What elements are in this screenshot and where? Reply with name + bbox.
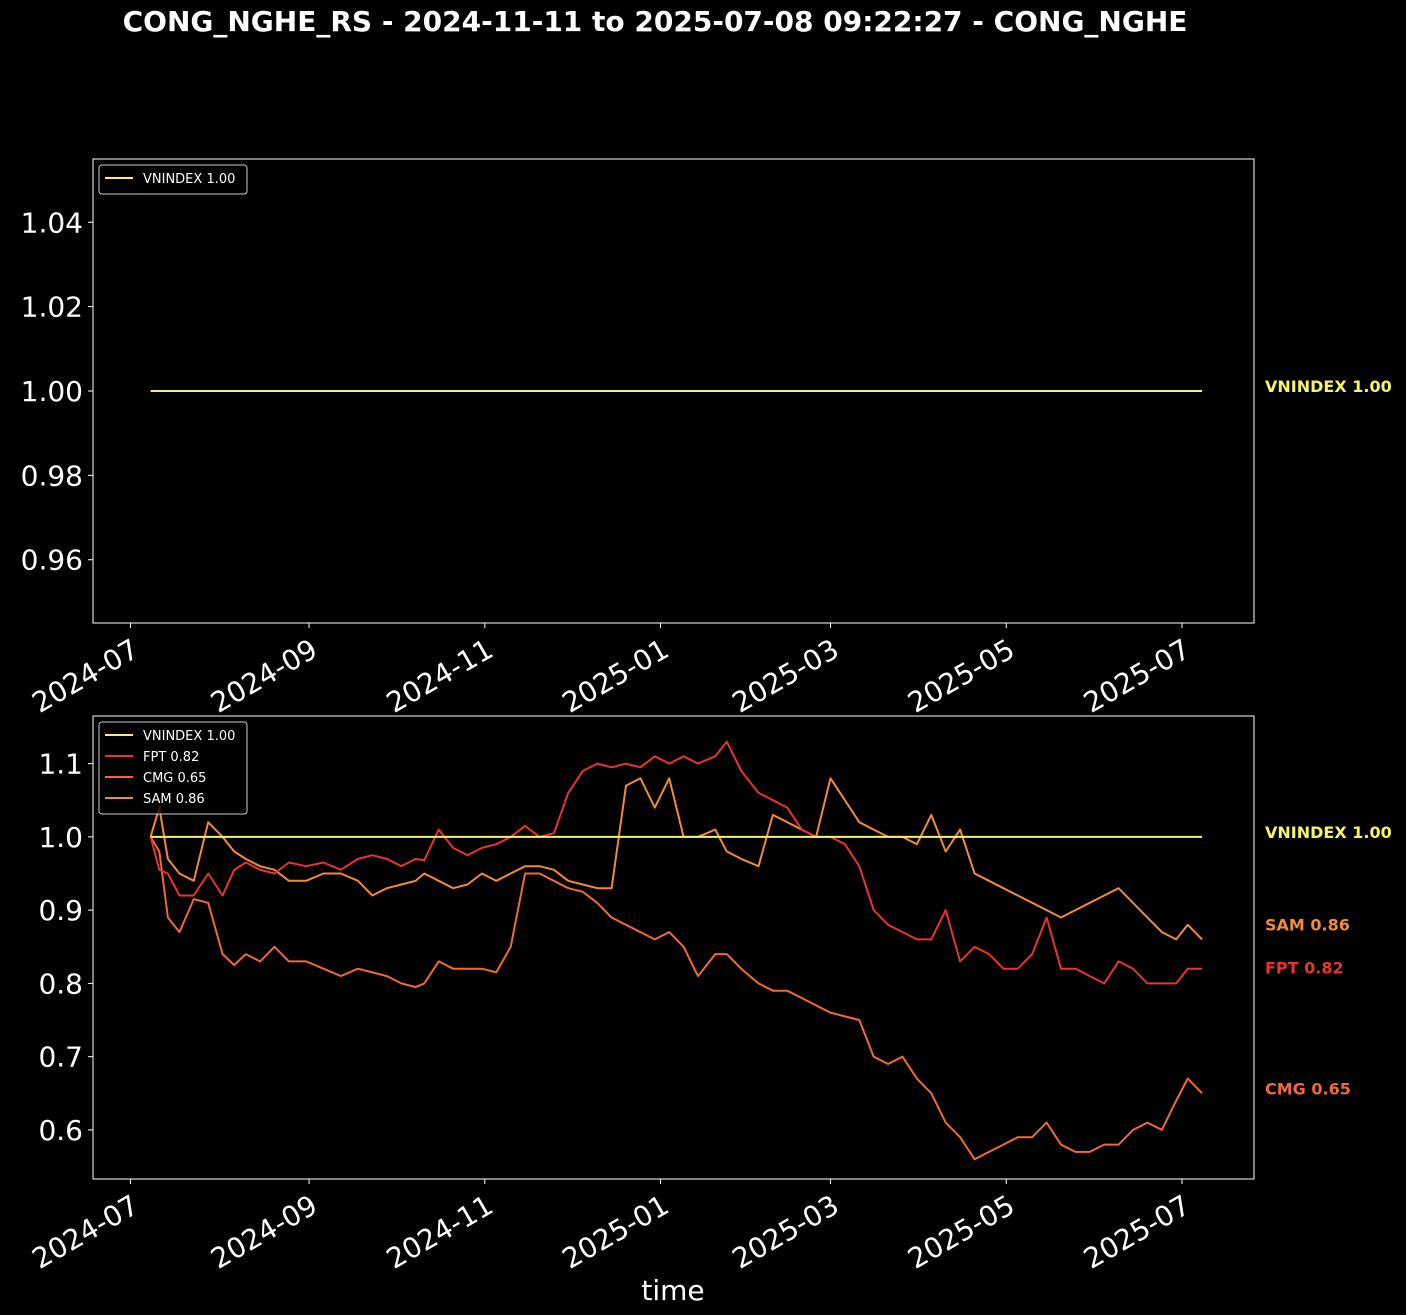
panel-2: 0.6 0.7 0.8 0.9 1.0 1.1 2024-07 2024-09 2024-11 2… [27, 715, 1392, 1276]
x-tick-label: 2025-07 [1078, 1188, 1196, 1275]
x-axis-label: time [641, 1274, 704, 1307]
chart-title: CONG_NGHE_RS - 2024-11-11 to 2025-07-08 … [123, 5, 1188, 38]
x-tick-label: 2025-07 [1078, 632, 1196, 719]
end-label-fpt: FPT 0.82 [1265, 959, 1344, 978]
legend-entry: VNINDEX 1.00 [143, 172, 235, 187]
y-tick-label: 0.9 [38, 894, 83, 927]
x-tick-label: 2024-09 [205, 632, 323, 719]
x-tick-label: 2024-11 [381, 1188, 499, 1275]
x-tick-label: 2025-03 [727, 1188, 845, 1275]
y-tick-label: 0.7 [38, 1041, 83, 1074]
legend-entry: FPT 0.82 [143, 750, 199, 765]
end-label-cmg: CMG 0.65 [1265, 1079, 1351, 1098]
x-tick-label: 2025-03 [727, 632, 845, 719]
legend-box [98, 721, 248, 815]
legend-entry: CMG 0.65 [143, 771, 206, 786]
series-line-sam [149, 777, 1203, 941]
x-tick-label: 2024-07 [27, 632, 145, 719]
y-tick-label: 1.02 [21, 291, 83, 324]
x-tick-label: 2025-05 [902, 632, 1020, 719]
series-line-cmg [149, 836, 1203, 1161]
axes-frame [92, 715, 1255, 1180]
y-tick-label: 0.98 [21, 459, 83, 492]
y-tick-label: 1.1 [38, 748, 83, 781]
x-tick-label: 2025-01 [557, 632, 675, 719]
y-tick-label: 0.96 [21, 544, 83, 577]
legend: VNINDEX 1.00 FPT 0.82 CMG 0.65 SAM 0.86 [98, 721, 248, 815]
y-tick-label: 1.00 [21, 375, 83, 408]
y-tick-label: 0.6 [38, 1114, 83, 1147]
panel-1: 0.96 0.98 1.00 1.02 1.04 2024-07 2024-09 2024-1… [21, 158, 1392, 720]
y-tick-label: 1.04 [21, 206, 83, 239]
legend-box [98, 164, 248, 195]
x-tick-label: 2025-01 [557, 1188, 675, 1275]
y-tick-label: 1.0 [38, 821, 83, 854]
end-label-sam: SAM 0.86 [1265, 915, 1350, 934]
end-label-vnindex: VNINDEX 1.00 [1265, 377, 1392, 396]
legend-entry: VNINDEX 1.00 [143, 729, 235, 744]
x-tick-label: 2024-09 [205, 1188, 323, 1275]
chart-panels: 0.96 0.98 1.00 1.02 1.04 2024-07 2024-09 2024-1… [21, 158, 1392, 1276]
series-line-fpt [149, 740, 1203, 985]
legend: VNINDEX 1.00 [98, 164, 248, 195]
y-tick-label: 0.8 [38, 967, 83, 1000]
legend-entry: SAM 0.86 [143, 792, 205, 807]
x-tick-label: 2025-05 [902, 1188, 1020, 1275]
end-label-vnindex: VNINDEX 1.00 [1265, 823, 1392, 842]
x-tick-label: 2024-07 [27, 1188, 145, 1275]
x-tick-label: 2024-11 [381, 632, 499, 719]
